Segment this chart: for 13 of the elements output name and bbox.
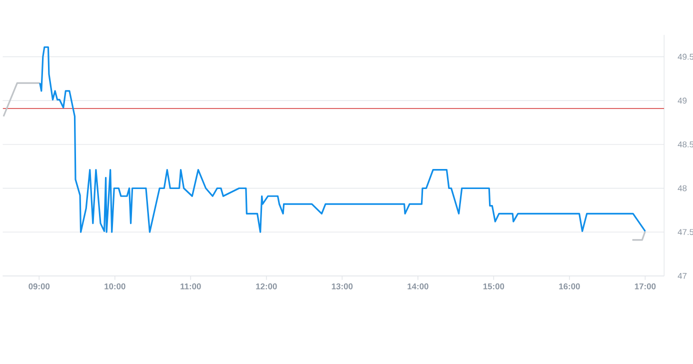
x-tick-label: 09:00 — [28, 284, 50, 290]
x-tick-label: 14:00 — [408, 284, 428, 290]
x-tick-label: 13:00 — [332, 284, 353, 290]
x-tick-label: 16:00 — [559, 284, 580, 290]
x-tick-label: 17:00 — [634, 284, 656, 290]
y-tick-label: 49 — [678, 98, 687, 104]
line-series — [39, 46, 646, 234]
x-tick-label: 11:00 — [180, 284, 201, 290]
x-tick-label: 10:00 — [104, 284, 126, 290]
y-tick-label: 48 — [678, 185, 687, 192]
y-tick-label: 47 — [678, 273, 687, 280]
x-tick-label: 15:00 — [483, 284, 504, 290]
x-tick-label: 12:00 — [256, 284, 277, 290]
